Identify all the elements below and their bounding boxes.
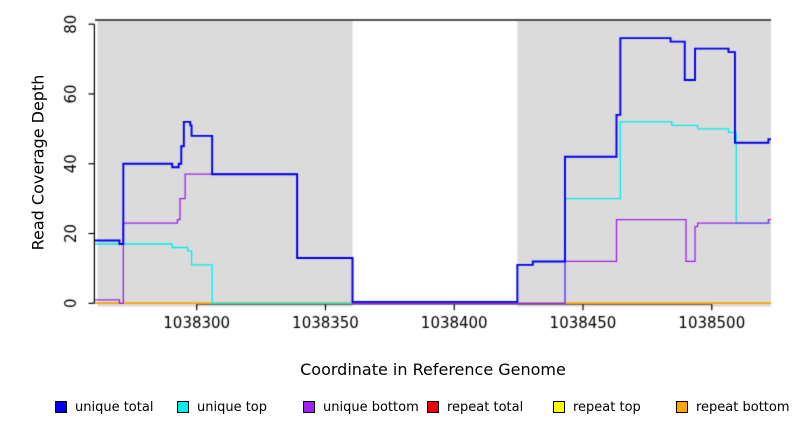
legend-item-unique-bottom: unique bottom [303, 398, 419, 416]
legend-item-repeat-top: repeat top [553, 398, 641, 416]
repeat-total-swatch-icon [427, 401, 439, 413]
legend-item-unique-total: unique total [55, 398, 153, 416]
legend-label: unique total [75, 399, 154, 415]
legend-item-repeat-bottom: repeat bottom [676, 398, 790, 416]
legend-label: repeat total [447, 399, 524, 415]
y-axis-title: Read Coverage Depth [28, 74, 48, 251]
legend-label: unique bottom [323, 399, 419, 415]
legend-label: unique top [197, 399, 268, 415]
legend-item-unique-top: unique top [177, 398, 267, 416]
unique-top-swatch-icon [177, 401, 189, 413]
legend-item-repeat-total: repeat total [427, 398, 523, 416]
coverage-plot-canvas [0, 0, 792, 392]
repeat-bottom-swatch-icon [676, 401, 688, 413]
legend-label: repeat top [573, 399, 641, 415]
legend: unique total unique top unique bottom re… [0, 398, 792, 420]
unique-bottom-swatch-icon [303, 401, 315, 413]
unique-total-swatch-icon [55, 401, 67, 413]
x-axis-title: Coordinate in Reference Genome [300, 360, 566, 379]
repeat-top-swatch-icon [553, 401, 565, 413]
legend-label: repeat bottom [696, 399, 790, 415]
